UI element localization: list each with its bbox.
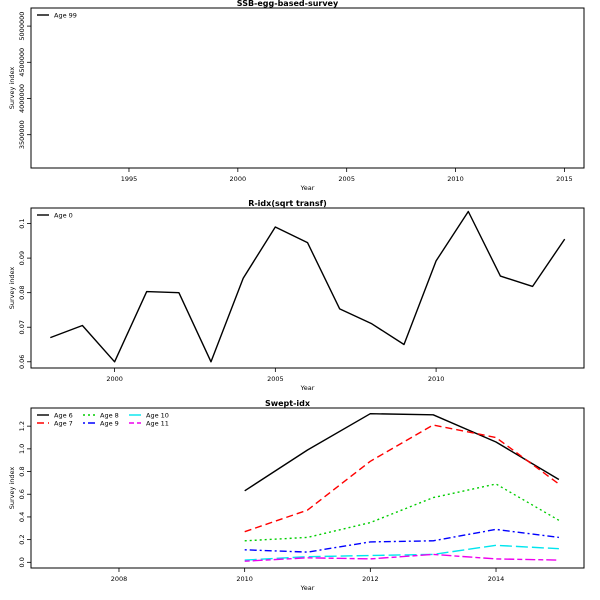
y-tick-label: 1.0 — [18, 444, 26, 454]
x-tick-label: 2010 — [447, 175, 464, 183]
y-axis-label: Survey index — [8, 67, 16, 110]
x-axis-label: Year — [300, 384, 315, 392]
y-tick-label: 0.08 — [18, 285, 26, 299]
y-tick-label: 4000000 — [18, 84, 26, 113]
x-axis-label: Year — [300, 584, 315, 592]
series-line-age-0 — [50, 210, 566, 363]
y-tick-label: 0.06 — [18, 355, 26, 369]
plot-frame — [30, 407, 585, 569]
y-tick-label: 0.2 — [18, 534, 26, 544]
x-tick-label: 2005 — [338, 175, 355, 183]
x-tick-label: 2008 — [111, 575, 128, 583]
legend-label: Age 8 — [100, 411, 119, 419]
y-tick-label: 4500000 — [18, 48, 26, 77]
series-line-age-8 — [244, 483, 560, 542]
legend-label: Age 10 — [146, 411, 169, 419]
series-line-age-11 — [244, 553, 559, 562]
legend-label: Age 6 — [54, 411, 73, 419]
x-tick-label: 2010 — [236, 575, 253, 583]
legend-label: Age 0 — [54, 211, 73, 219]
legend-label: Age 9 — [100, 419, 119, 427]
series-line-age-6 — [244, 413, 560, 492]
x-axis-label: Year — [300, 184, 315, 192]
x-tick-label: 2000 — [230, 175, 247, 183]
legend-label: Age 99 — [54, 11, 77, 19]
y-tick-label: 0.0 — [18, 557, 26, 567]
legend-label: Age 11 — [146, 419, 169, 427]
plot-frame — [30, 7, 585, 169]
y-tick-label: 0.09 — [18, 251, 26, 265]
series-line-age-7 — [244, 424, 560, 533]
x-tick-label: 2015 — [556, 175, 573, 183]
y-tick-label: 3500000 — [18, 120, 26, 149]
series-line-age-9 — [244, 528, 559, 553]
chart-title: SSB-egg-based-survey — [237, 0, 339, 8]
y-axis-label: Survey index — [8, 267, 16, 310]
y-tick-label: 1.2 — [18, 421, 26, 431]
y-tick-label: 0.07 — [18, 320, 26, 334]
series-line-age-10 — [244, 544, 559, 561]
x-tick-label: 2005 — [267, 375, 284, 383]
x-tick-label: 1995 — [121, 175, 138, 183]
y-tick-label: 0.1 — [18, 218, 26, 228]
x-tick-label: 2012 — [362, 575, 379, 583]
y-axis-label: Survey index — [8, 467, 16, 510]
y-tick-label: 5000000 — [18, 12, 26, 41]
chart-title: Swept-idx — [265, 399, 311, 408]
x-tick-label: 2000 — [106, 375, 123, 383]
legend-label: Age 7 — [54, 419, 73, 427]
y-tick-label: 0.8 — [18, 466, 26, 476]
y-tick-label: 0.6 — [18, 489, 26, 499]
x-tick-label: 2014 — [488, 575, 505, 583]
chart-title: R-idx(sqrt transf) — [248, 199, 327, 208]
x-tick-label: 2010 — [428, 375, 445, 383]
y-tick-label: 0.4 — [18, 512, 26, 522]
plot-frame — [30, 207, 585, 369]
